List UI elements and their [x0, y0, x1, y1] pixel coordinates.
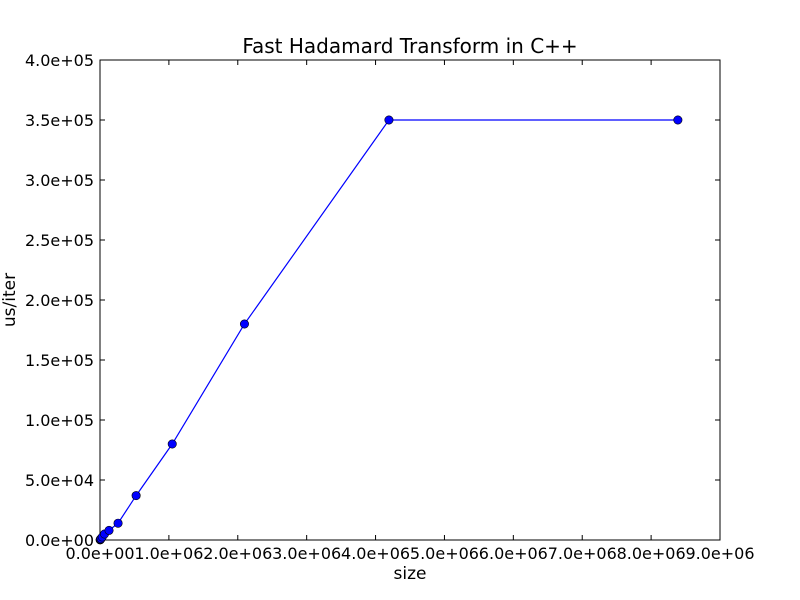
x-axis-label: size	[394, 564, 427, 584]
x-tick-label: 4.0e+06	[341, 544, 410, 563]
y-tick-label: 0.0e+00	[25, 531, 94, 550]
x-tick-label: 8.0e+06	[617, 544, 686, 563]
x-tick-label: 5.0e+06	[410, 544, 479, 563]
y-tick-label: 1.0e+05	[25, 411, 94, 430]
data-point	[131, 491, 141, 501]
data-point	[167, 439, 177, 449]
x-tick-label: 7.0e+06	[548, 544, 617, 563]
axis-ticks: 0.0e+00 1.0e+06 2.0e+06 3.0e+06 4.0e+06 5.0e+…	[25, 51, 755, 563]
x-tick-label: 9.0e+06	[685, 544, 754, 563]
data-point	[384, 115, 394, 125]
x-tick-label: 6.0e+06	[479, 544, 548, 563]
data-point	[104, 525, 114, 535]
x-tick-label: 0.0e+00	[65, 544, 134, 563]
x-tick-label: 2.0e+06	[203, 544, 272, 563]
y-tick-label: 3.5e+05	[25, 111, 94, 130]
y-axis-label: us/iter	[0, 273, 20, 327]
x-tick-label: 3.0e+06	[272, 544, 341, 563]
series-layer	[95, 115, 683, 545]
y-tick-label: 2.5e+05	[25, 231, 94, 250]
data-point	[113, 518, 123, 528]
y-tick-label: 5.0e+04	[25, 471, 94, 490]
y-tick-label: 1.5e+05	[25, 351, 94, 370]
y-tick-label: 4.0e+05	[25, 51, 94, 70]
x-tick-label: 1.0e+06	[134, 544, 203, 563]
y-tick-label: 2.0e+05	[25, 291, 94, 310]
data-point	[239, 319, 249, 329]
data-point	[673, 115, 683, 125]
chart-title: Fast Hadamard Transform in C++	[242, 34, 577, 58]
plot-area	[99, 59, 721, 541]
y-tick-label: 3.0e+05	[25, 171, 94, 190]
